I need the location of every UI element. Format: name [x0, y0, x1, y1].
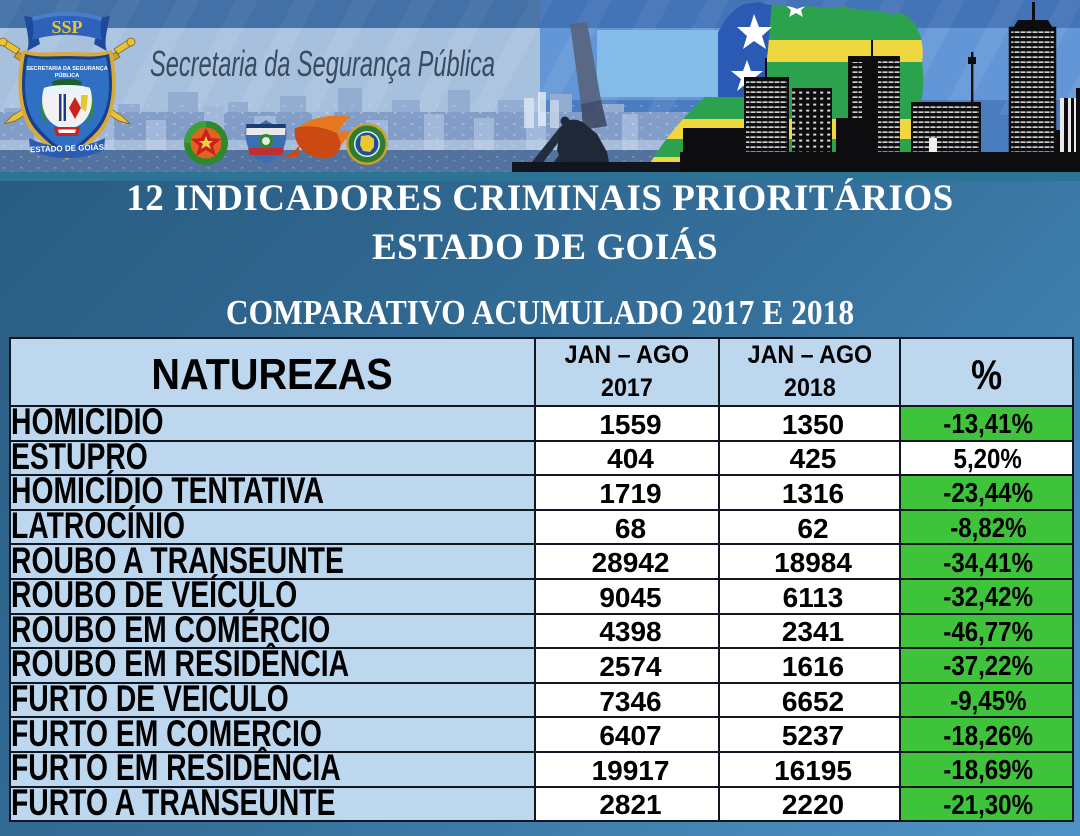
svg-text:ESTADO DE GOIÁS: ESTADO DE GOIÁS — [30, 143, 105, 155]
svg-text:SECRETARIA DA SEGURANÇA: SECRETARIA DA SEGURANÇA — [26, 66, 107, 72]
svg-text:SSP: SSP — [51, 17, 82, 37]
svg-text:PÚBLICA: PÚBLICA — [55, 72, 79, 79]
svg-text:Secretaria da Segurança Públic: Secretaria da Segurança Pública — [150, 43, 495, 84]
